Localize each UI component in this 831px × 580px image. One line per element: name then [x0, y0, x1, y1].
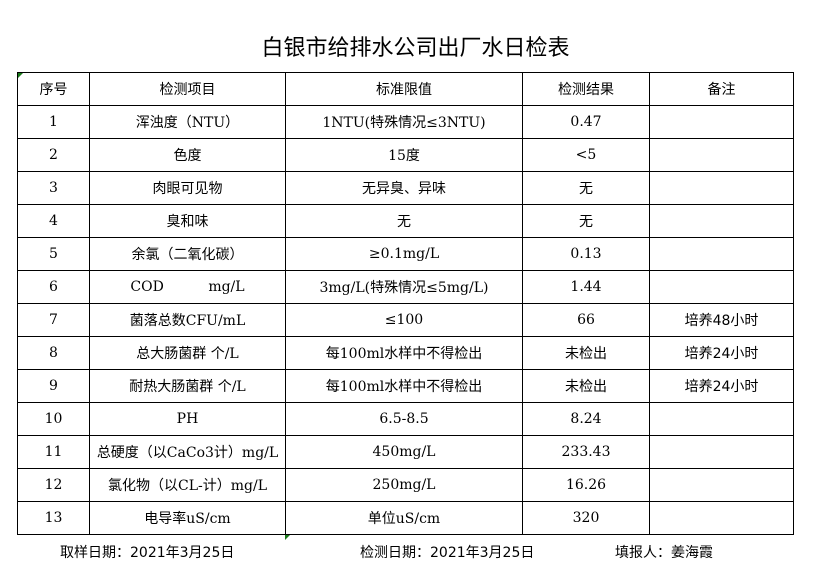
table-cell: 6 — [17, 270, 90, 304]
table-cell: 臭和味 — [89, 204, 286, 238]
cell-marker — [285, 535, 290, 540]
table-cell: 1 — [17, 105, 90, 139]
table-row: 5 余氯（二氧化碳） ≥0.1mg/L 0.13 — [17, 237, 794, 271]
table-row: 12 氯化物（以CL-计）mg/L 250mg/L 16.26 — [17, 468, 794, 502]
table-cell: 每100ml水样中不得检出 — [285, 336, 523, 370]
table-cell: 6.5-8.5 — [285, 402, 523, 436]
table-row: 11 总硬度（以CaCo3计）mg/L 450mg/L 233.43 — [17, 435, 794, 469]
header-cell: 序号 — [17, 72, 90, 106]
table-cell: 肉眼可见物 — [89, 171, 286, 205]
table-cell: 7 — [17, 303, 90, 337]
table-cell: 培养48小时 — [649, 303, 794, 337]
table-cell: 10 — [17, 402, 90, 436]
table-cell: 8.24 — [522, 402, 650, 436]
table-cell: 未检出 — [522, 336, 650, 370]
table-cell: 培养24小时 — [649, 336, 794, 370]
table-cell: 9 — [17, 369, 90, 403]
table-cell: 320 — [522, 501, 650, 535]
table-cell: 250mg/L — [285, 468, 523, 502]
table-row: 10 PH 6.5-8.5 8.24 — [17, 402, 794, 436]
table-cell: 1.44 — [522, 270, 650, 304]
table-cell: 无 — [285, 204, 523, 238]
table-cell — [649, 435, 794, 469]
table-cell: 菌落总数CFU/mL — [89, 303, 286, 337]
table-cell: 总硬度（以CaCo3计）mg/L — [89, 435, 286, 469]
table-cell: ≥0.1mg/L — [285, 237, 523, 271]
table-cell — [649, 402, 794, 436]
table-cell: 66 — [522, 303, 650, 337]
table-cell: 11 — [17, 435, 90, 469]
table-cell: 培养24小时 — [649, 369, 794, 403]
table-cell: 未检出 — [522, 369, 650, 403]
table-cell: 单位uS/cm — [285, 501, 523, 535]
header-cell: 检测结果 — [522, 72, 650, 106]
table-cell — [649, 138, 794, 172]
inspection-table: 序号 检测项目 标准限值 检测结果 备注 1 浑浊度（NTU） 1NTU(特殊情况≤… — [17, 72, 794, 535]
table-cell — [649, 171, 794, 205]
table-row: 13 电导率uS/cm 单位uS/cm 320 — [17, 501, 794, 535]
page-title: 白银市给排水公司出厂水日检表 — [261, 36, 570, 61]
table-cell: 3 — [17, 171, 90, 205]
table-cell: 1NTU(特殊情况≤3NTU) — [285, 105, 523, 139]
table-cell — [649, 468, 794, 502]
table-cell: 耐热大肠菌群 个/L — [89, 369, 286, 403]
table-cell: 2 — [17, 138, 90, 172]
table-cell: 无异臭、异味 — [285, 171, 523, 205]
table-cell: 8 — [17, 336, 90, 370]
table-row: 7 菌落总数CFU/mL ≤100 66 培养48小时 — [17, 303, 794, 337]
table-cell: 450mg/L — [285, 435, 523, 469]
table-cell: COD mg/L — [89, 270, 286, 304]
table-cell — [649, 204, 794, 238]
table-cell: 15度 — [285, 138, 523, 172]
test-date: 检测日期：2021年3月25日 — [360, 545, 535, 561]
table-cell: 3mg/L(特殊情况≤5mg/L) — [285, 270, 523, 304]
table-row: 2 色度 15度 <5 — [17, 138, 794, 172]
table-cell: 13 — [17, 501, 90, 535]
table-cell: 色度 — [89, 138, 286, 172]
table-cell: 0.47 — [522, 105, 650, 139]
sampling-date: 取样日期：2021年3月25日 — [60, 545, 235, 561]
table-cell: ≤100 — [285, 303, 523, 337]
table-cell — [649, 105, 794, 139]
table-row: 8 总大肠菌群 个/L 每100ml水样中不得检出 未检出 培养24小时 — [17, 336, 794, 370]
table-cell — [649, 237, 794, 271]
table-cell: 浑浊度（NTU） — [89, 105, 286, 139]
table-cell: 4 — [17, 204, 90, 238]
table-cell: 无 — [522, 171, 650, 205]
table-cell: PH — [89, 402, 286, 436]
table-cell — [649, 501, 794, 535]
table-header-row: 序号 检测项目 标准限值 检测结果 备注 — [17, 72, 794, 106]
table-cell: 余氯（二氧化碳） — [89, 237, 286, 271]
table-cell: 16.26 — [522, 468, 650, 502]
header-cell: 检测项目 — [89, 72, 286, 106]
table-cell: 0.13 — [522, 237, 650, 271]
table-cell: 5 — [17, 237, 90, 271]
table-cell: 总大肠菌群 个/L — [89, 336, 286, 370]
table-cell: 12 — [17, 468, 90, 502]
table-row: 3 肉眼可见物 无异臭、异味无 — [17, 171, 794, 205]
table-cell — [649, 270, 794, 304]
table-row: 1 浑浊度（NTU） 1NTU(特殊情况≤3NTU) 0.47 — [17, 105, 794, 139]
header-cell: 备注 — [649, 72, 794, 106]
table-cell: 无 — [522, 204, 650, 238]
table-cell: 电导率uS/cm — [89, 501, 286, 535]
table-cell: 233.43 — [522, 435, 650, 469]
table-row: 6 COD mg/L 3mg/L(特殊情况≤5mg/L) 1.44 — [17, 270, 794, 304]
table-cell: 每100ml水样中不得检出 — [285, 369, 523, 403]
table-row: 4 臭和味无无 — [17, 204, 794, 238]
header-cell: 标准限值 — [285, 72, 523, 106]
table-row: 9 耐热大肠菌群 个/L 每100ml水样中不得检出 未检出 培养24小时 — [17, 369, 794, 403]
filled-by: 填报人：姜海霞 — [615, 545, 713, 561]
table-cell: 氯化物（以CL-计）mg/L — [89, 468, 286, 502]
table-cell: <5 — [522, 138, 650, 172]
